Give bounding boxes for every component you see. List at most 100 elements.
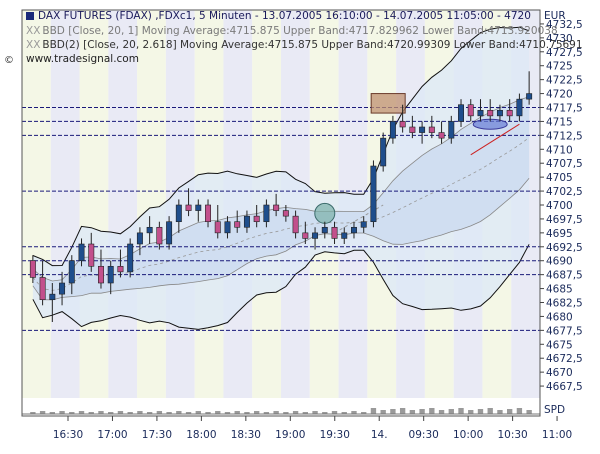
candle-body (136, 232, 143, 245)
volume-bar (49, 412, 56, 414)
y-tick-label: 4710 (546, 144, 573, 156)
volume-bar (468, 410, 474, 414)
volume-bar (312, 411, 318, 414)
candle-body (49, 293, 56, 301)
background-stripe (79, 10, 109, 398)
candle-body (370, 165, 377, 223)
volume-bar (39, 411, 46, 414)
candle-body (127, 243, 134, 273)
volume-bar (351, 411, 357, 414)
website-label: www.tradesignal.com (26, 53, 139, 65)
y-tick-label: 4707,5 (546, 158, 583, 170)
volume-bar (361, 412, 367, 414)
y-tick-label: 4732,5 (546, 19, 583, 31)
chart-title: DAX FUTURES (FDAX) ,FDXc1, 5 Minuten - 1… (38, 10, 531, 22)
highlight-circle (314, 202, 336, 224)
candle-body (88, 243, 95, 267)
candle-body (39, 277, 46, 301)
candle-body (477, 109, 484, 117)
x-tick-label: 10:30 (497, 429, 527, 441)
y-tick-label: 4725 (546, 61, 573, 73)
y-tick-label: 4685 (546, 284, 573, 296)
candle-body (195, 204, 202, 211)
candle-body (234, 221, 241, 228)
y-tick-label: 4670 (546, 367, 573, 379)
currency-label: EUR (544, 10, 566, 22)
candle-body (68, 260, 75, 284)
volume-bar (273, 411, 279, 414)
background-stripe (22, 10, 51, 398)
volume-bar (146, 412, 153, 414)
y-tick-label: 4720 (546, 89, 573, 101)
y-tick-label: 4727,5 (546, 47, 583, 59)
candle-body (487, 109, 494, 117)
y-tick-label: 4675 (546, 339, 573, 351)
candle-body (59, 282, 66, 295)
candle-body (273, 204, 280, 211)
volume-bar (98, 411, 104, 414)
volume-bar (526, 410, 532, 414)
volume-bar (399, 408, 406, 414)
volume-bar (390, 409, 396, 414)
y-tick-label: 4730 (546, 33, 573, 45)
candle-body (360, 221, 367, 228)
volume-bar (166, 412, 172, 414)
volume-bar (438, 410, 445, 414)
volume-bar (458, 408, 464, 414)
y-tick-label: 4672,5 (546, 353, 583, 365)
inner-band-fill (32, 96, 530, 300)
y-tick-label: 4717,5 (546, 103, 583, 115)
candle-body (166, 221, 173, 245)
y-tick-label: 4697,5 (546, 214, 583, 226)
copyright-symbol: © (4, 55, 14, 66)
candle-body (107, 265, 114, 284)
candle-body (331, 226, 338, 239)
trend-line (470, 123, 520, 156)
volume-bar (283, 412, 289, 414)
candle-body (458, 104, 464, 122)
background-stripe (108, 10, 138, 398)
y-tick-label: 4687,5 (546, 270, 583, 282)
series-square-icon (26, 12, 34, 20)
candle-body (117, 265, 124, 273)
candle-body (312, 232, 319, 239)
volume-bar (409, 410, 416, 414)
y-tick-label: 4695 (546, 228, 573, 240)
y-tick-label: 4690 (546, 256, 573, 268)
volume-bar (419, 409, 425, 414)
candle-body (428, 126, 435, 133)
indicator-1-label: BBD [Close, 20, 1] Moving Average:4715.8… (42, 25, 558, 37)
candle-body (98, 265, 104, 284)
volume-bar (156, 411, 163, 414)
candle-body (292, 215, 299, 234)
y-tick-label: 4682,5 (546, 298, 583, 310)
chart-title-row: DAX FUTURES (FDAX) ,FDXc1, 5 Minuten - 1… (26, 10, 531, 22)
y-tick-label: 4700 (546, 200, 573, 212)
y-tick-label: 4705 (546, 172, 573, 184)
candle-body (224, 221, 231, 234)
volume-bar (224, 412, 231, 414)
volume-bar (380, 410, 386, 414)
indicator-legend-2: XX BBD(2) [Close, 20, 2.618] Moving Avera… (26, 39, 583, 51)
y-tick-label: 4692,5 (546, 242, 583, 254)
volume-bar (292, 411, 299, 414)
volume-bar (205, 412, 211, 414)
volume-bar (108, 412, 114, 414)
candle-body (438, 132, 445, 139)
y-tick-label: 4667,5 (546, 381, 583, 393)
volume-bar (244, 412, 250, 414)
candle-body (243, 215, 250, 228)
candle-body (399, 121, 406, 128)
volume-bar (331, 411, 338, 414)
x-tick-label: 19:30 (320, 429, 350, 441)
x-tick-label: 11:00 (542, 429, 572, 441)
candle-body (389, 121, 396, 139)
x-tick-label: 16:30 (53, 429, 83, 441)
volume-bar (127, 412, 133, 414)
candle-body (214, 221, 221, 234)
x-tick-label: 10:00 (453, 429, 483, 441)
y-tick-label: 4712,5 (546, 130, 583, 142)
candle-body (282, 210, 289, 217)
candle-body (185, 204, 192, 211)
volume-label: SPD (544, 404, 566, 416)
